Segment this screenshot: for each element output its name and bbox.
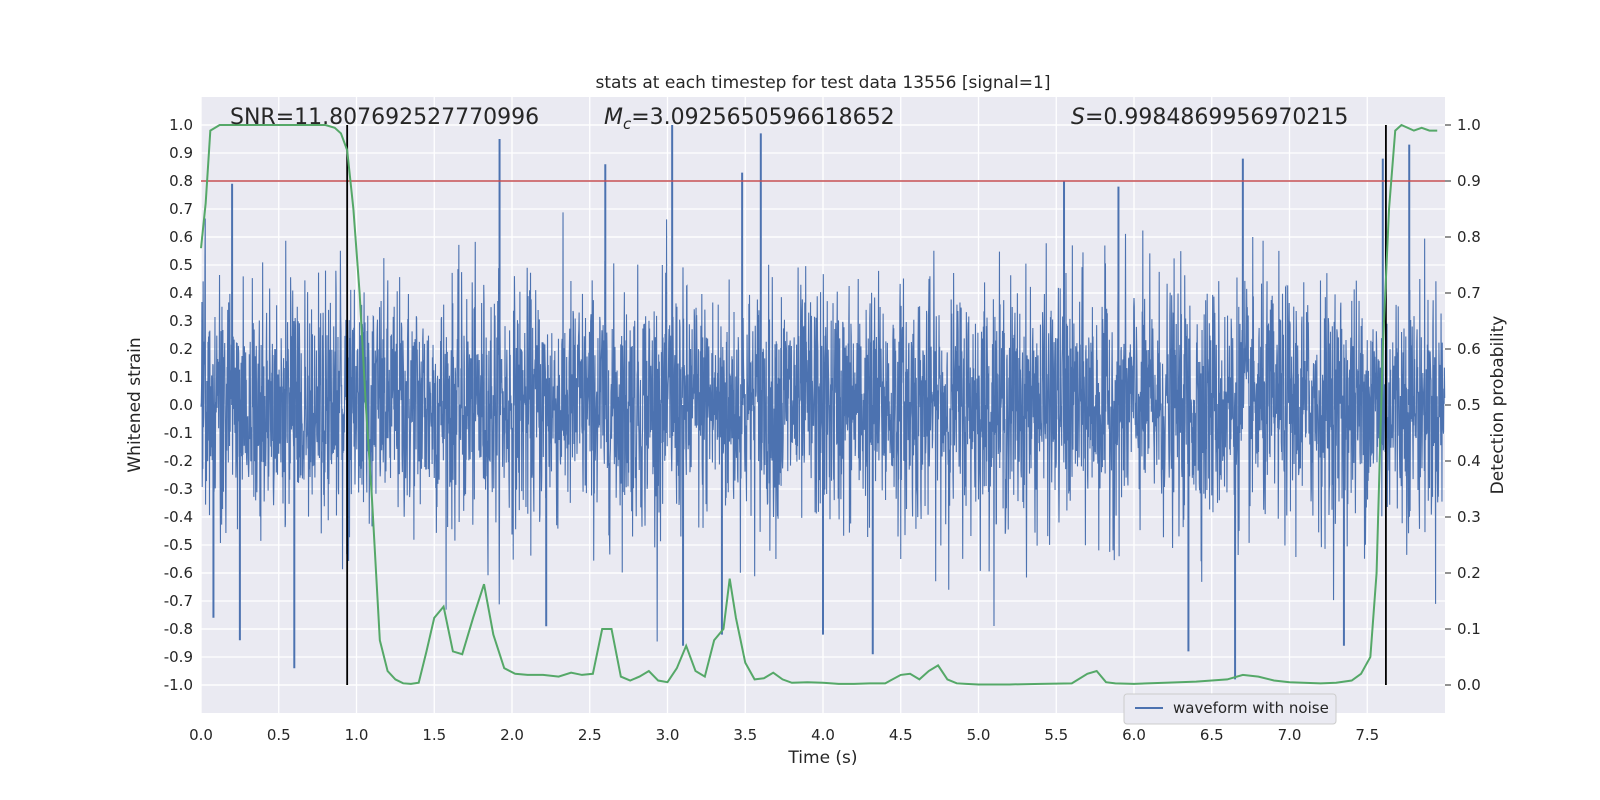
probability-line — [200, 123, 1438, 686]
x-tick-label: 2.0 — [500, 726, 524, 744]
y2-tick-label: 0.6 — [1457, 340, 1481, 358]
y2-tick-label: 0.3 — [1457, 508, 1481, 526]
score-annotation: S=0.9984869956970215 — [1071, 105, 1348, 130]
y2-tick-label: 0.4 — [1457, 452, 1481, 470]
y2-tick-labels: 1.0 0.9 0.8 0.7 0.6 0.5 0.4 0.3 0.2 0.1 0.0 — [1445, 116, 1481, 694]
y-tick-label: -0.1 — [164, 424, 193, 442]
y2-tick-label: 0.1 — [1457, 620, 1481, 638]
y2-axis-label: Detection probability — [1488, 316, 1508, 495]
chart-title: stats at each timestep for test data 135… — [596, 73, 1051, 93]
y-tick-label: -0.2 — [164, 452, 193, 470]
mc-subscript: c — [623, 115, 632, 133]
x-tick-label: 4.5 — [889, 726, 913, 744]
y-tick-label: 0.4 — [169, 284, 193, 302]
x-axis-label: Time (s) — [787, 748, 857, 768]
y-axis-label: Whitened strain — [125, 337, 145, 472]
x-tick-label: 2.5 — [578, 726, 602, 744]
x-tick-label: 5.5 — [1044, 726, 1068, 744]
x-tick-label: 4.0 — [811, 726, 835, 744]
x-tick-label: 6.5 — [1200, 726, 1224, 744]
x-tick-label: 3.0 — [656, 726, 680, 744]
mc-value: =3.0925650596618652 — [631, 105, 894, 130]
y2-tick-label: 0.8 — [1457, 228, 1481, 246]
x-tick-label: 3.5 — [733, 726, 757, 744]
s-symbol: S — [1071, 105, 1085, 130]
y-tick-label: 0.3 — [169, 312, 193, 330]
y2-tick-label: 0.0 — [1457, 676, 1481, 694]
y-tick-label: -0.4 — [164, 508, 193, 526]
y-tick-label: -0.5 — [164, 536, 193, 554]
y-tick-label: -0.9 — [164, 648, 193, 666]
y-tick-labels: 1.0 0.9 0.8 0.7 0.6 0.5 0.4 0.3 0.2 0.1 0.0 -0.1 -0.… — [164, 116, 193, 694]
legend-label-waveform: waveform with noise — [1173, 699, 1329, 717]
s-value: =0.9984869956970215 — [1085, 105, 1348, 130]
probability-series — [200, 123, 1438, 686]
y2-tick-label: 0.7 — [1457, 284, 1481, 302]
legend: waveform with noise — [1123, 693, 1337, 725]
snr-annotation: SNR=11.807692527770996 — [230, 105, 539, 130]
y2-tick-label: 0.5 — [1457, 396, 1481, 414]
y-tick-label: 0.7 — [169, 200, 193, 218]
x-tick-label: 0.5 — [267, 726, 291, 744]
mc-symbol: M — [604, 105, 623, 130]
y-tick-label: -0.8 — [164, 620, 193, 638]
y-tick-label: 0.0 — [169, 396, 193, 414]
vertical-markers — [346, 125, 1387, 685]
legend-box — [1123, 693, 1337, 725]
chirp-mass-annotation: Mc=3.0925650596618652 — [604, 105, 895, 133]
y-tick-label: 0.8 — [169, 172, 193, 190]
x-tick-label: 7.0 — [1278, 726, 1302, 744]
y-tick-label: -0.7 — [164, 592, 193, 610]
x-tick-label: 1.5 — [422, 726, 446, 744]
y2-tick-label: 0.2 — [1457, 564, 1481, 582]
y-tick-label: 1.0 — [169, 116, 193, 134]
y2-tick-label: 0.9 — [1457, 172, 1481, 190]
x-tick-label: 7.5 — [1355, 726, 1379, 744]
y-tick-label: 0.6 — [169, 228, 193, 246]
x-tick-labels: 0.0 0.5 1.0 1.5 2.0 2.5 3.0 3.5 4.0 4.5 5.0 5.5 6.0 6… — [189, 726, 1379, 744]
y-tick-label: 0.1 — [169, 368, 193, 386]
x-tick-label: 1.0 — [345, 726, 369, 744]
x-tick-label: 0.0 — [189, 726, 213, 744]
x-tick-label: 5.0 — [967, 726, 991, 744]
y2-tick-label: 1.0 — [1457, 116, 1481, 134]
y-tick-label: -0.3 — [164, 480, 193, 498]
y-tick-label: 0.5 — [169, 256, 193, 274]
x-tick-label: 6.0 — [1122, 726, 1146, 744]
y-tick-label: 0.2 — [169, 340, 193, 358]
y-tick-label: -1.0 — [164, 676, 193, 694]
y-tick-label: 0.9 — [169, 144, 193, 162]
y-tick-label: -0.6 — [164, 564, 193, 582]
